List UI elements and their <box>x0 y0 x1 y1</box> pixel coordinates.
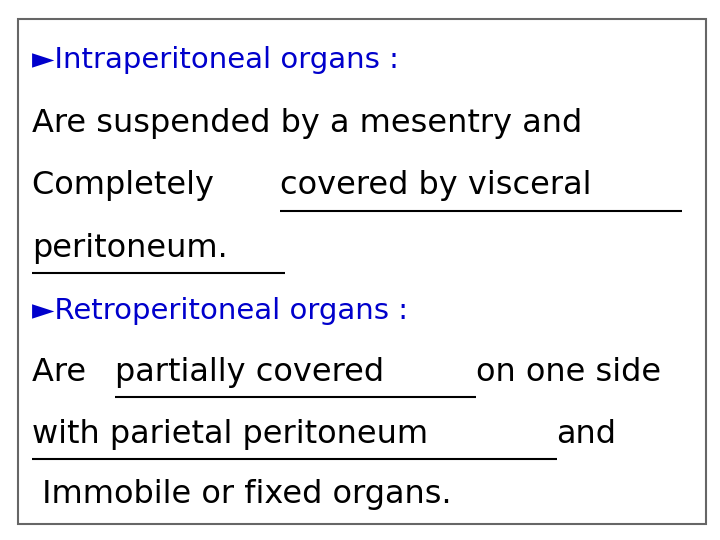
Text: Are suspended by a mesentry and: Are suspended by a mesentry and <box>32 109 582 139</box>
Text: and: and <box>557 419 616 450</box>
Text: partially covered: partially covered <box>115 357 395 388</box>
Text: ►Intraperitoneal organs :: ►Intraperitoneal organs : <box>32 45 400 73</box>
Text: covered by visceral: covered by visceral <box>280 171 592 201</box>
Text: with parietal peritoneum: with parietal peritoneum <box>32 419 438 450</box>
Text: peritoneum.: peritoneum. <box>32 233 228 264</box>
Text: Completely: Completely <box>32 171 225 201</box>
Text: Immobile or fixed organs.: Immobile or fixed organs. <box>32 480 452 510</box>
Text: on one side: on one side <box>476 357 661 388</box>
Text: Are: Are <box>32 357 96 388</box>
Text: ►Retroperitoneal organs :: ►Retroperitoneal organs : <box>32 296 408 325</box>
